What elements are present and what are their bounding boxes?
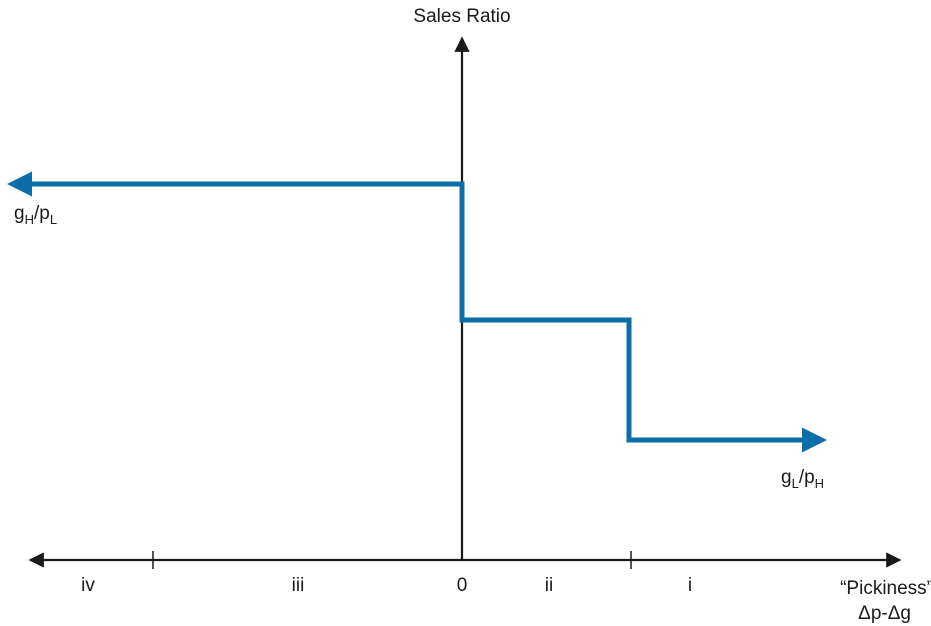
- low-ratio-label: gL/pH: [781, 467, 825, 491]
- sales-ratio-step-curve: [7, 171, 827, 453]
- region-label-iv: iv: [81, 575, 95, 596]
- region-label-iii: iii: [291, 575, 305, 596]
- origin-label: 0: [456, 575, 468, 596]
- region-label-ii: ii: [544, 575, 554, 596]
- x-axis-title-line1: “Pickiness”: [840, 578, 931, 599]
- x-axis-title-line2: Δp-Δg: [858, 603, 911, 624]
- region-label-i: i: [687, 575, 693, 596]
- x-axis-title: “Pickiness” Δp-Δg: [793, 576, 931, 626]
- y-axis-title: Sales Ratio: [413, 6, 511, 27]
- high-ratio-label: gH/pL: [14, 203, 58, 227]
